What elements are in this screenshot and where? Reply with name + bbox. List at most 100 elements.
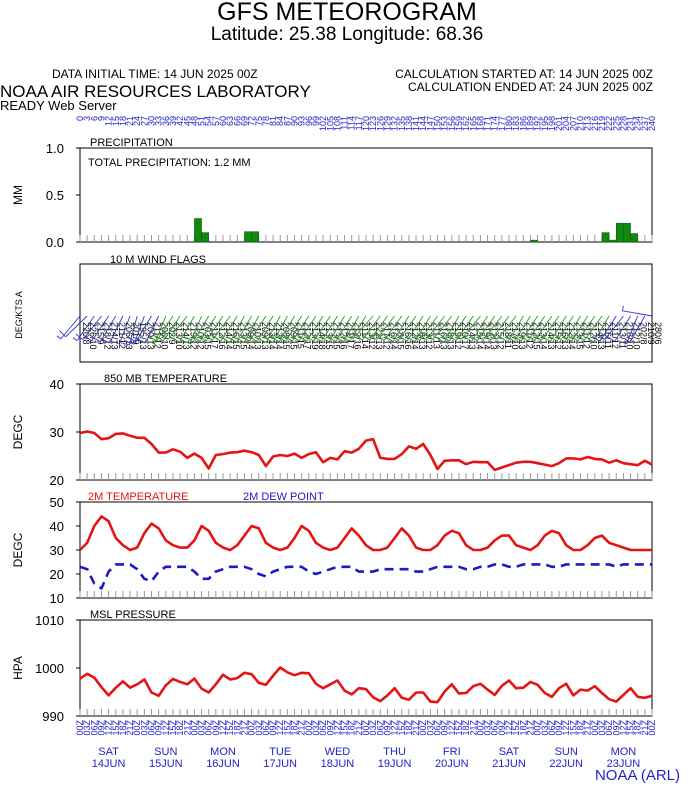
day-date-label: 19JUN <box>378 758 412 770</box>
wind-barb <box>585 315 610 343</box>
wind-value-label: 210/12 <box>195 322 205 350</box>
bottom-hour-label: 03Z <box>483 720 493 736</box>
precip-bar <box>201 232 209 243</box>
top-hour-label: 135 <box>397 116 407 131</box>
wind-barb <box>592 315 617 342</box>
wind-barb-shaft <box>514 315 531 342</box>
wind-value-label: 212/15 <box>531 322 541 350</box>
top-hour-label: 33 <box>154 116 164 126</box>
wind-barb-shaft <box>236 315 252 343</box>
wind-value-label: 218/13 <box>446 322 456 350</box>
wind-barb-feather <box>291 335 300 342</box>
wind-value-label: 202/8 <box>639 322 649 345</box>
wind-barb-shaft <box>168 315 188 340</box>
wind-barb-shaft <box>65 315 88 338</box>
top-hour-label: 123 <box>368 116 378 131</box>
wind-barb-feather <box>606 336 615 342</box>
wind-value-label: 216/15 <box>231 322 241 350</box>
wind-barb-feather <box>382 333 387 338</box>
wind-barb-feather <box>549 335 558 342</box>
bottom-hour-label: 18Z <box>232 720 242 736</box>
day-date-label: 18JUN <box>321 758 355 770</box>
top-hour-label: 207 <box>568 116 578 131</box>
wind-barb-feather <box>84 335 93 342</box>
top-hour-label: 108 <box>332 116 342 131</box>
wind-value-label: 212/16 <box>338 322 348 350</box>
bottom-hour-label: 18Z <box>290 720 300 736</box>
bottom-hour-label: 06Z <box>490 720 500 736</box>
y-tick-label: 10 <box>50 591 64 606</box>
top-hour-label: 60 <box>218 116 228 126</box>
top-hour-label: 84 <box>275 116 285 126</box>
wind-value-label: 202/9 <box>167 322 177 345</box>
precip-bar <box>616 222 624 243</box>
top-hour-label: 201 <box>554 116 564 131</box>
wind-panel-frame <box>79 263 653 363</box>
wind-value-label: 211/14 <box>360 322 370 349</box>
top-hour-label: 18 <box>118 116 128 126</box>
top-hour-label: 228 <box>618 116 628 131</box>
wind-value-label: 214/13 <box>596 322 606 350</box>
wind-barb-shaft <box>471 315 488 342</box>
wind-barb-shaft <box>455 315 474 341</box>
top-hour-label: 144 <box>418 116 428 131</box>
top-hour-label: 204 <box>561 116 571 131</box>
top-hour-label: 168 <box>475 116 485 131</box>
wind-barb-feather <box>621 341 627 345</box>
wind-barb <box>236 315 260 343</box>
top-hour-label: 102 <box>318 116 328 131</box>
wind-barb-shaft <box>212 315 231 341</box>
top-hour-label: 9 <box>96 116 106 121</box>
wind-barb <box>161 315 188 340</box>
wind-barb-feather <box>625 339 631 343</box>
wind-value-label: 216/13 <box>439 322 449 350</box>
wind-barb <box>441 315 467 342</box>
wind-barb-shaft <box>419 315 438 341</box>
wind-barb <box>137 315 160 344</box>
bottom-hour-label: 12Z <box>275 720 285 736</box>
wind-barb-shaft <box>490 315 510 341</box>
wind-barb-feather <box>128 336 137 343</box>
wind-barb <box>249 315 274 342</box>
wind-barb-shaft <box>564 315 581 342</box>
wind-barb-shaft <box>626 315 639 344</box>
wind-barb-shaft <box>520 315 538 342</box>
wind-barb-feather <box>249 336 258 342</box>
top-hour-label: 15 <box>111 116 121 126</box>
wind-barb <box>75 315 102 340</box>
wind-value-label: 210/13 <box>253 322 263 350</box>
precip-bar <box>608 239 617 243</box>
wind-barb-shaft <box>432 315 453 340</box>
top-hour-label: 138 <box>404 116 414 131</box>
top-hour-label: 189 <box>525 116 535 131</box>
wind-barb <box>346 315 374 339</box>
top-hour-label: 156 <box>447 116 457 131</box>
wind-barb-feather <box>597 333 606 340</box>
bottom-hour-label: 21Z <box>640 720 650 736</box>
credit-label: NOAA (ARL) <box>594 767 680 784</box>
top-hour-label: 30 <box>147 116 157 126</box>
bottom-hour-label: 00Z <box>361 720 371 736</box>
wind-barb-feather <box>454 333 462 340</box>
bottom-hour-label: 09Z <box>382 720 392 736</box>
bottom-hour-label: 18Z <box>347 720 357 736</box>
wind-value-label: 219/13 <box>517 322 527 350</box>
bottom-hour-label: 09Z <box>211 720 221 736</box>
wind-barb <box>563 315 589 342</box>
bottom-hour-label: 18Z <box>633 720 643 736</box>
wind-barb-feather <box>483 334 492 341</box>
wind-barb-shaft <box>129 315 138 346</box>
bottom-hour-label: 06Z <box>547 720 557 736</box>
bottom-hour-label: 03Z <box>197 720 207 736</box>
precip-hatch <box>79 235 653 242</box>
top-hour-label: 21 <box>125 116 135 126</box>
wind-barb <box>101 315 124 344</box>
wind-value-label: 212/16 <box>353 322 363 350</box>
temp850-y-label: DEGC <box>11 414 25 449</box>
wind-barb-shaft <box>162 315 181 342</box>
wind-barb-feather <box>385 336 394 342</box>
day-of-week-label: SUN <box>154 746 177 758</box>
calculation-started: CALCULATION STARTED AT: 14 JUN 2025 00Z <box>395 67 653 81</box>
wind-barb-feather <box>585 336 594 343</box>
top-hour-label: 99 <box>311 116 321 126</box>
